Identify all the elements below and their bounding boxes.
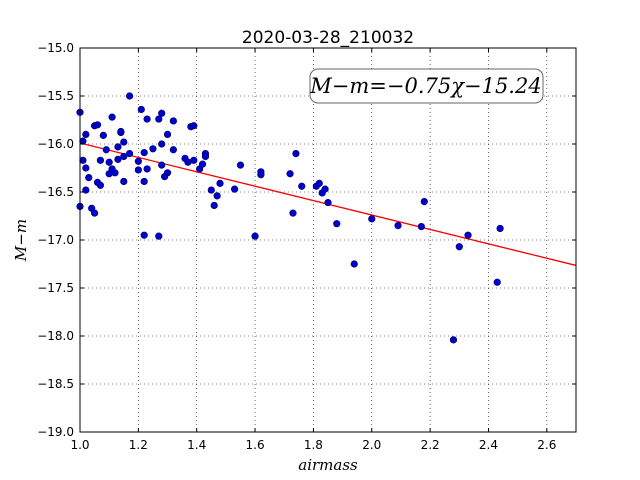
data-point [143, 165, 151, 173]
x-axis-label: airmass [298, 456, 358, 474]
data-point [102, 146, 110, 154]
data-point [257, 168, 265, 176]
data-point [140, 231, 148, 239]
data-point [350, 260, 358, 268]
data-point [158, 109, 166, 117]
data-point [324, 198, 332, 207]
data-point [496, 224, 504, 233]
data-point [394, 222, 402, 230]
data-point [292, 150, 300, 158]
data-point [321, 185, 329, 193]
fit-equation-annotation: M−m=−0.75χ−15.24 [309, 74, 541, 98]
data-point [455, 243, 463, 251]
x-tick-label: 1.4 [187, 438, 206, 452]
data-point [251, 232, 259, 240]
data-point [333, 220, 341, 228]
axis-ticks [79, 47, 576, 433]
data-point [82, 164, 90, 172]
data-point [99, 131, 107, 139]
x-tick-label: 1.0 [70, 438, 89, 452]
x-tick-label: 2.2 [421, 438, 440, 452]
data-point [163, 130, 172, 138]
data-point [298, 182, 306, 190]
data-point [213, 192, 221, 200]
data-point [120, 152, 128, 161]
data-point [420, 198, 428, 206]
data-point [140, 149, 148, 157]
data-point [155, 115, 163, 123]
data-point [120, 177, 128, 186]
data-point [79, 137, 87, 145]
data-point [169, 117, 177, 125]
data-point [236, 161, 245, 169]
data-point [210, 201, 218, 210]
y-tick-label: −17.0 [37, 233, 74, 247]
tick-labels: 1.0 1.2 1.4 1.6 1.8 2.0 2.2 2.4 2.6 −15.0 −15.5 −16… [37, 41, 556, 452]
data-point [190, 122, 198, 130]
data-point [82, 130, 90, 138]
data-point [169, 146, 177, 154]
y-axis-label: M−m [12, 219, 30, 262]
data-point [82, 186, 90, 194]
data-point [198, 160, 207, 168]
y-tick-label: −17.5 [37, 281, 74, 295]
x-tick-label: 1.6 [246, 438, 265, 452]
data-point [117, 127, 125, 136]
y-tick-label: −18.5 [37, 377, 74, 391]
data-point [449, 336, 458, 344]
data-point [108, 113, 116, 121]
data-point [464, 231, 472, 239]
y-tick-label: −19.0 [37, 425, 74, 439]
y-tick-label: −15.5 [37, 89, 74, 103]
data-points [76, 92, 504, 344]
data-point [149, 145, 157, 153]
data-point [96, 181, 105, 189]
data-point [105, 158, 113, 166]
data-point [216, 179, 224, 187]
data-point [289, 209, 297, 217]
x-tick-label: 2.0 [362, 438, 381, 452]
data-point [120, 138, 128, 146]
data-point [126, 150, 134, 158]
x-tick-label: 2.4 [479, 438, 498, 452]
data-point [286, 170, 294, 178]
data-point [114, 155, 122, 163]
x-tick-label: 1.2 [129, 438, 148, 452]
data-point [93, 121, 102, 129]
data-point [315, 179, 323, 187]
y-tick-label: −16.0 [37, 137, 74, 151]
data-point [155, 232, 163, 240]
data-point [85, 174, 93, 182]
chart-title: 2020-03-28_210032 [242, 28, 414, 48]
data-point [493, 278, 501, 286]
data-point [111, 169, 119, 177]
data-point [207, 186, 215, 194]
data-point [163, 169, 172, 177]
data-point [231, 185, 239, 193]
data-point [126, 92, 134, 100]
data-point [96, 156, 105, 164]
data-point [158, 161, 166, 169]
x-tick-label: 1.8 [304, 438, 323, 452]
y-tick-label: −18.0 [37, 329, 74, 343]
data-point [134, 166, 142, 174]
data-point [90, 209, 99, 217]
y-tick-label: −16.5 [37, 185, 74, 199]
x-tick-label: 2.6 [537, 438, 556, 452]
data-point [114, 143, 122, 151]
data-point [190, 156, 198, 164]
data-point [140, 177, 148, 186]
data-point [417, 222, 425, 231]
data-point [368, 215, 376, 223]
data-point [134, 157, 142, 165]
data-point [143, 115, 151, 123]
data-point [158, 140, 166, 148]
fit-equation-box [309, 68, 544, 104]
data-point [201, 152, 210, 161]
data-point [137, 105, 145, 114]
data-point [79, 156, 87, 164]
y-tick-label: −15.0 [37, 41, 74, 55]
